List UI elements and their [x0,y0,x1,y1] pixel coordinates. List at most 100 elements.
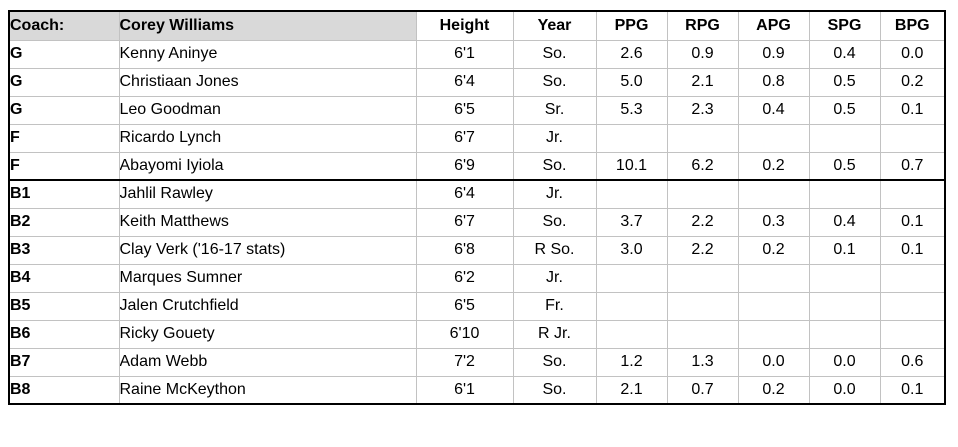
column-header-spg[interactable]: SPG [808,10,881,41]
position-cell[interactable]: B1 [8,179,120,209]
year-cell[interactable]: So. [512,375,597,405]
height-cell[interactable]: 6'2 [415,263,514,293]
rpg-cell[interactable] [666,263,739,293]
position-cell[interactable]: B7 [8,347,120,377]
year-cell[interactable]: So. [512,39,597,69]
position-cell[interactable]: B8 [8,375,120,405]
ppg-cell[interactable]: 10.1 [595,151,668,181]
ppg-cell[interactable]: 2.1 [595,375,668,405]
position-cell[interactable]: B3 [8,235,120,265]
bpg-cell[interactable]: 0.7 [879,151,946,181]
coach-name-cell[interactable]: Corey Williams [118,10,417,41]
year-cell[interactable]: So. [512,151,597,181]
rpg-cell[interactable] [666,291,739,321]
player-name-cell[interactable]: Jalen Crutchfield [118,291,417,321]
ppg-cell[interactable]: 5.0 [595,67,668,97]
spg-cell[interactable] [808,179,881,209]
player-name-cell[interactable]: Abayomi Iyiola [118,151,417,181]
height-cell[interactable]: 6'10 [415,319,514,349]
apg-cell[interactable] [737,263,810,293]
ppg-cell[interactable] [595,291,668,321]
ppg-cell[interactable]: 2.6 [595,39,668,69]
year-cell[interactable]: Fr. [512,291,597,321]
bpg-cell[interactable]: 0.0 [879,39,946,69]
year-cell[interactable]: So. [512,207,597,237]
rpg-cell[interactable]: 2.2 [666,207,739,237]
bpg-cell[interactable]: 0.6 [879,347,946,377]
column-header-rpg[interactable]: RPG [666,10,739,41]
apg-cell[interactable]: 0.2 [737,235,810,265]
height-cell[interactable]: 6'9 [415,151,514,181]
rpg-cell[interactable]: 2.3 [666,95,739,125]
player-name-cell[interactable]: Ricardo Lynch [118,123,417,153]
column-header-apg[interactable]: APG [737,10,810,41]
position-cell[interactable]: G [8,95,120,125]
rpg-cell[interactable]: 0.7 [666,375,739,405]
spg-cell[interactable]: 0.5 [808,67,881,97]
bpg-cell[interactable]: 0.1 [879,375,946,405]
rpg-cell[interactable]: 0.9 [666,39,739,69]
ppg-cell[interactable] [595,263,668,293]
player-name-cell[interactable]: Raine McKeython [118,375,417,405]
year-cell[interactable]: So. [512,347,597,377]
apg-cell[interactable]: 0.3 [737,207,810,237]
height-cell[interactable]: 6'5 [415,291,514,321]
apg-cell[interactable]: 0.4 [737,95,810,125]
spg-cell[interactable]: 0.5 [808,95,881,125]
player-name-cell[interactable]: Ricky Gouety [118,319,417,349]
coach-label-cell[interactable]: Coach: [8,10,120,41]
year-cell[interactable]: So. [512,67,597,97]
player-name-cell[interactable]: Marques Sumner [118,263,417,293]
player-name-cell[interactable]: Jahlil Rawley [118,179,417,209]
ppg-cell[interactable] [595,123,668,153]
height-cell[interactable]: 6'4 [415,179,514,209]
bpg-cell[interactable] [879,263,946,293]
spg-cell[interactable] [808,263,881,293]
ppg-cell[interactable]: 5.3 [595,95,668,125]
year-cell[interactable]: R Jr. [512,319,597,349]
ppg-cell[interactable]: 3.0 [595,235,668,265]
height-cell[interactable]: 6'1 [415,39,514,69]
apg-cell[interactable]: 0.8 [737,67,810,97]
player-name-cell[interactable]: Leo Goodman [118,95,417,125]
rpg-cell[interactable]: 1.3 [666,347,739,377]
height-cell[interactable]: 6'7 [415,207,514,237]
bpg-cell[interactable]: 0.1 [879,207,946,237]
apg-cell[interactable] [737,319,810,349]
spg-cell[interactable] [808,123,881,153]
spg-cell[interactable] [808,319,881,349]
position-cell[interactable]: F [8,151,120,181]
position-cell[interactable]: G [8,67,120,97]
year-cell[interactable]: Jr. [512,263,597,293]
spg-cell[interactable]: 0.1 [808,235,881,265]
apg-cell[interactable]: 0.2 [737,151,810,181]
spg-cell[interactable]: 0.4 [808,207,881,237]
bpg-cell[interactable] [879,123,946,153]
rpg-cell[interactable]: 2.2 [666,235,739,265]
player-name-cell[interactable]: Adam Webb [118,347,417,377]
position-cell[interactable]: B5 [8,291,120,321]
apg-cell[interactable]: 0.0 [737,347,810,377]
spg-cell[interactable]: 0.0 [808,375,881,405]
spg-cell[interactable]: 0.4 [808,39,881,69]
ppg-cell[interactable] [595,319,668,349]
bpg-cell[interactable] [879,179,946,209]
apg-cell[interactable]: 0.9 [737,39,810,69]
height-cell[interactable]: 6'1 [415,375,514,405]
apg-cell[interactable] [737,179,810,209]
column-header-height[interactable]: Height [415,10,514,41]
apg-cell[interactable]: 0.2 [737,375,810,405]
spg-cell[interactable]: 0.0 [808,347,881,377]
rpg-cell[interactable]: 2.1 [666,67,739,97]
rpg-cell[interactable] [666,319,739,349]
player-name-cell[interactable]: Clay Verk ('16-17 stats) [118,235,417,265]
player-name-cell[interactable]: Christiaan Jones [118,67,417,97]
year-cell[interactable]: R So. [512,235,597,265]
position-cell[interactable]: B4 [8,263,120,293]
player-name-cell[interactable]: Kenny Aninye [118,39,417,69]
year-cell[interactable]: Jr. [512,179,597,209]
height-cell[interactable]: 6'7 [415,123,514,153]
bpg-cell[interactable]: 0.2 [879,67,946,97]
ppg-cell[interactable]: 3.7 [595,207,668,237]
rpg-cell[interactable] [666,123,739,153]
